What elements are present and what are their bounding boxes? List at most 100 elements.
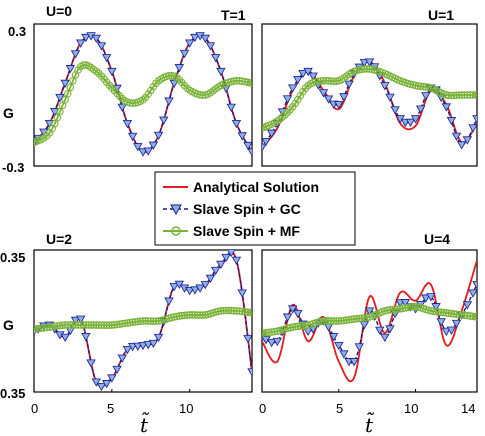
marker-gc-bottom-left-48	[91, 378, 101, 387]
marker-mf-bottom-left-24	[61, 321, 69, 329]
marker-mf-top-right-144	[442, 91, 451, 99]
marker-gc-bottom-left-68	[117, 354, 127, 363]
marker-mf-top-right-128	[422, 83, 430, 91]
xtick-bl-10: 10	[179, 401, 193, 416]
marker-gc-bottom-left-88	[143, 341, 153, 350]
xlabel-right: t̃	[365, 411, 375, 436]
legend-box	[154, 171, 356, 246]
marker-mf-top-right-44	[314, 77, 323, 86]
marker-gc-bottom-right-12	[272, 337, 283, 347]
marker-mf-bottom-left-120	[185, 311, 194, 319]
marker-mf-bottom-left-58	[105, 321, 114, 329]
marker-mf-bottom-left-14	[48, 322, 56, 331]
marker-gc-bottom-right-76	[354, 343, 364, 352]
marker-gc-top-right-80	[359, 59, 370, 68]
marker-mf-top-left-28	[66, 83, 75, 92]
marker-gc-top-right-68	[344, 80, 354, 89]
marker-mf-top-left-106	[167, 71, 176, 80]
xtick-br-14: 14	[461, 401, 475, 416]
panel-title-u2: U=2	[46, 231, 72, 247]
marker-mf-bottom-right-66	[342, 316, 351, 324]
marker-gc-top-left-36	[76, 39, 86, 48]
marker-gc-top-right-32	[298, 69, 308, 79]
marker-gc-top-left-68	[117, 103, 127, 112]
marker-mf-bottom-left-168	[248, 309, 252, 317]
marker-mf-bottom-left-74	[126, 318, 134, 327]
marker-mf-bottom-right-98	[383, 306, 392, 315]
marker-mf-bottom-right-52	[324, 317, 333, 325]
marker-mf-bottom-right-48	[319, 317, 328, 325]
marker-gc-top-right-48	[318, 89, 329, 98]
marker-gc-bottom-right-56	[328, 333, 339, 342]
marker-mf-bottom-left-148	[222, 306, 230, 315]
marker-gc-bottom-right-128	[421, 294, 431, 303]
marker-mf-top-left-88	[144, 90, 152, 98]
marker-gc-top-right-100	[385, 93, 395, 102]
marker-gc-top-right-28	[293, 76, 303, 85]
marker-mf-bottom-left-46	[89, 321, 98, 329]
marker-mf-top-right-160	[463, 91, 472, 99]
marker-gc-bottom-left-36	[76, 315, 86, 324]
marker-mf-top-left-38	[79, 61, 88, 69]
marker-mf-bottom-left-70	[121, 319, 129, 328]
ytick-bottom-max: 0.35	[0, 250, 25, 265]
marker-gc-bottom-right-96	[380, 333, 390, 343]
marker-mf-top-right-150	[450, 91, 458, 100]
marker-gc-top-left-84	[138, 148, 148, 157]
marker-mf-bottom-right-34	[301, 321, 310, 330]
marker-gc-bottom-left-108	[169, 283, 179, 292]
marker-mf-bottom-left-28	[66, 321, 75, 329]
marker-gc-bottom-right-72	[349, 358, 359, 367]
marker-gc-top-left-168	[247, 148, 252, 157]
marker-mf-bottom-left-52	[97, 321, 106, 329]
marker-gc-bottom-right-168	[472, 281, 477, 290]
xtick-br-5: 5	[336, 401, 343, 416]
marker-mf-bottom-left-130	[198, 311, 207, 319]
marker-mf-bottom-left-60	[108, 321, 116, 329]
panel-title-u0: U=0	[46, 3, 72, 19]
marker-mf-bottom-left-132	[201, 311, 210, 319]
marker-mf-bottom-left-36	[76, 321, 85, 329]
marker-gc-top-left-140	[210, 54, 221, 63]
marker-gc-bottom-right-100	[385, 325, 395, 334]
legend-label-mf: Slave Spin + MF	[193, 223, 300, 239]
marker-mf-bottom-right-24	[288, 323, 297, 331]
marker-mf-top-left-24	[61, 95, 69, 104]
marker-mf-bottom-left-10	[43, 323, 51, 332]
marker-mf-top-right-156	[457, 91, 466, 99]
marker-mf-bottom-right-114	[404, 303, 412, 312]
marker-mf-bottom-right-146	[445, 309, 453, 317]
marker-gc-bottom-right-148	[446, 326, 457, 335]
marker-mf-bottom-right-4	[262, 328, 270, 337]
marker-gc-bottom-left-96	[153, 333, 164, 343]
marker-mf-top-right-84	[365, 65, 374, 73]
marker-mf-top-right-42	[311, 78, 320, 86]
marker-gc-top-right-116	[405, 118, 416, 127]
marker-gc-top-right-160	[462, 136, 473, 145]
marker-gc-bottom-right-60	[334, 341, 344, 351]
marker-mf-top-right-0	[262, 124, 266, 132]
marker-gc-bottom-left-84	[138, 341, 148, 351]
marker-mf-bottom-left-160	[238, 307, 246, 316]
ylabel-bottom: G	[3, 317, 14, 333]
marker-gc-top-right-52	[323, 95, 334, 104]
marker-mf-bottom-right-168	[473, 313, 477, 321]
marker-gc-bottom-right-84	[364, 307, 375, 316]
marker-mf-bottom-left-162	[241, 308, 249, 316]
marker-gc-top-left-80	[133, 143, 143, 152]
marker-mf-bottom-right-134	[429, 307, 438, 316]
marker-mf-bottom-left-146	[219, 306, 228, 315]
marker-gc-bottom-right-160	[462, 301, 473, 310]
marker-mf-bottom-left-114	[178, 311, 186, 320]
marker-mf-bottom-right-32	[299, 322, 307, 330]
marker-mf-bottom-left-108	[170, 313, 178, 321]
marker-mf-top-left-66	[115, 92, 124, 100]
marker-gc-top-left-144	[216, 67, 226, 77]
marker-gc-top-right-0	[262, 143, 267, 152]
marker-mf-bottom-right-118	[409, 303, 417, 311]
xlabel-left: t̃	[140, 411, 150, 436]
marker-mf-top-left-156	[232, 77, 241, 85]
marker-mf-top-left-94	[152, 79, 160, 88]
marker-mf-top-right-30	[296, 91, 305, 100]
